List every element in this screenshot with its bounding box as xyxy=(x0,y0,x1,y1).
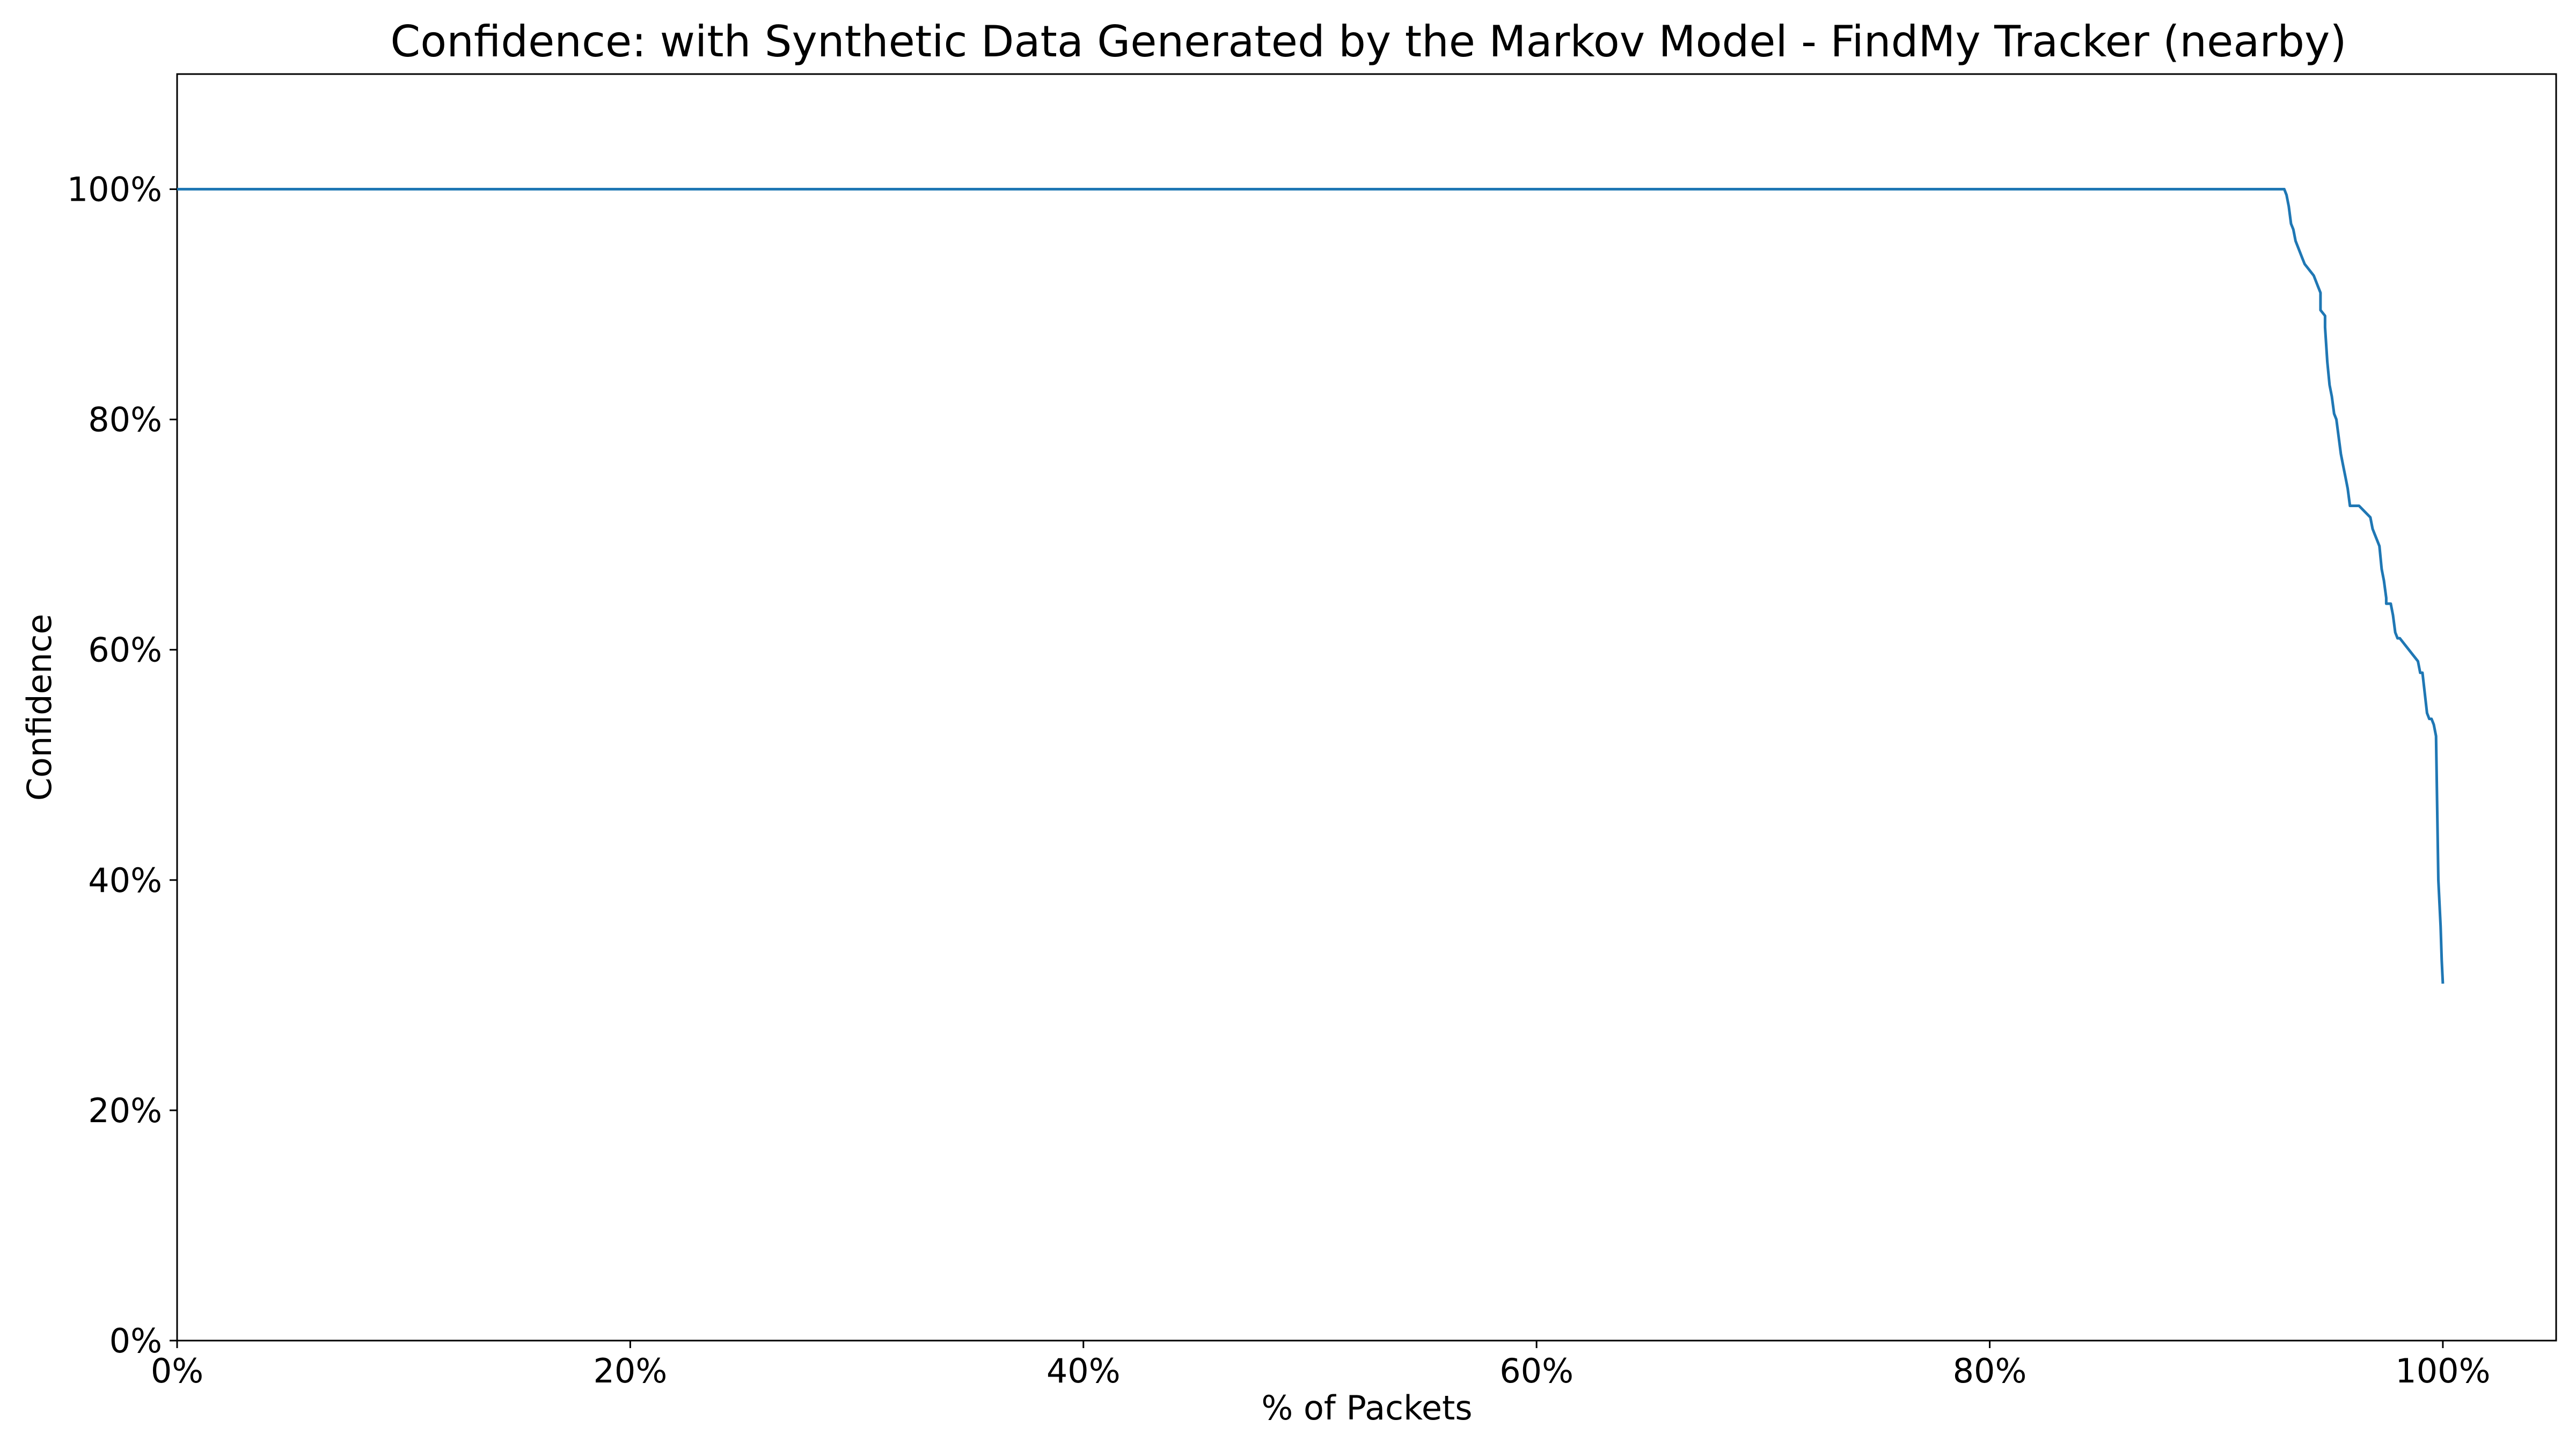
plot-frame xyxy=(176,73,2557,1342)
y-tick-label: 0% xyxy=(109,1321,162,1360)
x-tick-label: 0% xyxy=(151,1351,203,1391)
plot-area xyxy=(176,73,2557,1342)
y-axis: 0% 20% 40% 60% 80% 100% xyxy=(67,170,177,1360)
y-tick-label: 40% xyxy=(88,861,162,900)
y-tick-label: 20% xyxy=(88,1091,162,1130)
x-tick-label: 40% xyxy=(1046,1351,1121,1391)
x-tick-label: 60% xyxy=(1499,1351,1574,1391)
y-tick-label: 100% xyxy=(67,170,162,209)
x-axis-label: % of Packets xyxy=(1261,1388,1472,1428)
x-tick-label: 80% xyxy=(1953,1351,2027,1391)
series-line-confidence xyxy=(177,188,2445,984)
chart-title: Confidence: with Synthetic Data Generate… xyxy=(390,17,2346,67)
x-tick-label: 100% xyxy=(2395,1351,2490,1391)
y-tick-label: 80% xyxy=(88,400,162,440)
x-axis: 0% 20% 40% 60% 80% 100% xyxy=(151,1341,2491,1391)
x-tick-label: 20% xyxy=(593,1351,667,1391)
y-axis-label: Confidence xyxy=(20,614,59,801)
y-tick-label: 60% xyxy=(88,631,162,670)
